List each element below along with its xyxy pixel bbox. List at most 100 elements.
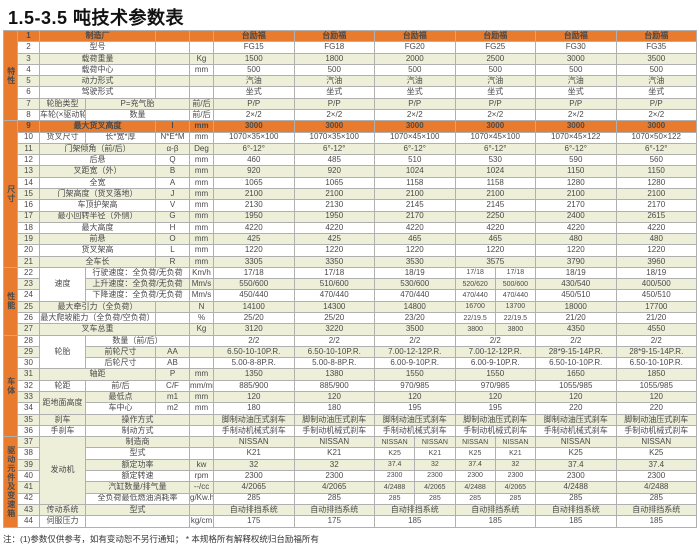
row-number: 3 xyxy=(17,52,40,65)
row-number: 19 xyxy=(17,233,40,246)
split-cell-left: NISSAN xyxy=(381,438,408,446)
unit-cell xyxy=(189,447,214,460)
row-number: 40 xyxy=(17,469,40,483)
data-cell: 2145 xyxy=(374,199,456,212)
split-cell: 3800 3800 xyxy=(456,324,535,335)
unit-cell: mm/mm xyxy=(189,379,214,393)
data-cell: 21/20 xyxy=(535,312,617,325)
row-label: 轮胎类型 xyxy=(39,97,86,110)
data-cell: 470/440 xyxy=(293,289,375,302)
data-cell: FG35 xyxy=(615,41,697,54)
data-cell: 425 xyxy=(213,233,295,246)
data-cell: 500 xyxy=(213,63,295,77)
group-label: 性能 xyxy=(3,266,18,336)
split-cell: 16700 13700 xyxy=(456,302,535,312)
symbol-cell: H xyxy=(155,221,190,235)
table-row: 38 型式 K21 K21 K25 K21 K25 K21 K25 K25 xyxy=(4,447,697,460)
spec-table: 特性 1 制造厂 台励福 台励福 台励福 台励福 台励福 台励福 2 型号 FG15 FG18 FG20 F… xyxy=(3,29,697,528)
row-number: 32 xyxy=(17,379,40,393)
table-row: 5 动力形式 汽油 汽油 汽油 汽油 汽油 汽油 xyxy=(4,75,697,88)
unit-cell: Deg xyxy=(189,142,214,156)
split-cell: 4/2488 4/2065 xyxy=(375,482,454,493)
data-cell: 1350 xyxy=(213,368,295,381)
data-cell: 3500 xyxy=(615,52,697,65)
data-cell: 2×/2 xyxy=(615,108,697,122)
data-cell: 1070×50×122 xyxy=(615,131,697,144)
spec-table-body: 特性 1 制造厂 台励福 台励福 台励福 台励福 台励福 台励福 2 型号 FG15 FG18 FG20 F… xyxy=(3,29,697,528)
split-cell-right: 285 xyxy=(414,494,454,504)
row-number: 24 xyxy=(17,289,40,302)
data-cell: 3960 xyxy=(615,255,697,268)
data-cell: 6°-12° xyxy=(213,142,295,156)
symbol-cell xyxy=(155,29,190,43)
data-cell: 285 xyxy=(213,492,295,505)
table-row: 43 传动系统 型式 自动排挡系统 自动排挡系统 自动排挡系统 自动排挡系统 自动排挡系统 自动… xyxy=(4,503,697,517)
data-cell: 14100 xyxy=(213,300,295,314)
unit-cell: mm xyxy=(189,199,214,212)
split-cell-left: 37.4 xyxy=(468,461,482,469)
data-cell: 37.4 xyxy=(615,458,697,471)
data-cell: 120 xyxy=(213,390,295,404)
data-cell: 25/20 xyxy=(293,312,375,325)
data-cell: 2×/2 xyxy=(374,108,456,122)
row-sublabel: 数量 xyxy=(85,108,190,122)
data-cell: 1280 xyxy=(535,176,617,189)
row-label: 叉车总重 xyxy=(39,323,156,336)
row-label: 后悬 xyxy=(39,154,156,167)
row-number: 20 xyxy=(17,244,40,257)
data-cell: 1024 xyxy=(374,165,456,178)
data-cell: 2100 xyxy=(374,187,456,201)
data-cell: 6.50-10-10P.R. xyxy=(535,357,617,370)
split-cell: NISSAN NISSAN xyxy=(456,437,535,447)
table-row: 尺寸 9 最大货叉高度 l mm 3000 3000 3000 3000 3000 3000 xyxy=(3,120,697,268)
symbol-cell: m1 xyxy=(155,390,190,404)
row-label: 全车长 xyxy=(39,255,156,268)
data-cell: 台励福 xyxy=(293,29,375,43)
group-label: 驱动元件及变速箱 xyxy=(3,436,18,528)
data-cell: 1065 xyxy=(213,176,295,189)
data-cell: K21 xyxy=(293,447,375,460)
table-row: 40 额定转速 rpm 2300 2300 2300 2300 2300 2300 2300 230… xyxy=(4,469,697,483)
split-cell-left: NISSAN xyxy=(462,438,489,446)
data-cell: 2/2 xyxy=(213,334,295,347)
data-cell: 3500 xyxy=(374,323,456,336)
unit-cell xyxy=(189,345,214,359)
row-label: 叉距宽（外） xyxy=(39,165,156,178)
data-cell: 1850 xyxy=(615,368,697,381)
unit-cell: mm xyxy=(189,233,214,246)
data-cell: P/P xyxy=(293,97,375,110)
data-cell: 480 xyxy=(535,233,617,246)
data-cell: 400/500 xyxy=(615,278,697,291)
row-number: 28 xyxy=(17,334,40,347)
unit-cell xyxy=(189,75,214,88)
data-cell: 6.00-9-10P.R. xyxy=(374,357,456,370)
data-cell: 2300 xyxy=(213,469,295,483)
data-cell: 25/20 xyxy=(213,312,295,325)
row-sublabel: 汽缸数量/排气量 xyxy=(85,481,190,494)
data-cell: 32 xyxy=(293,458,375,471)
unit-cell: mm xyxy=(189,176,214,189)
data-cell: 500 xyxy=(454,63,536,77)
split-cell-left: 16700 xyxy=(465,303,485,311)
data-cell: 手制动机械式刹车 xyxy=(454,424,536,438)
data-cell: 3000 xyxy=(535,52,617,65)
row-number: 9 xyxy=(17,120,40,133)
unit-cell: Mm/s xyxy=(189,289,214,302)
data-cell: 2×/2 xyxy=(535,108,617,122)
data-cell: 4/2488 4/2065 xyxy=(374,481,456,494)
data-cell: 手制动机械式刹车 xyxy=(213,424,295,438)
data-cell: 1070×35×100 xyxy=(213,131,295,144)
data-cell: 2500 xyxy=(454,52,536,65)
split-cell-right: K21 xyxy=(414,448,454,459)
data-cell: 285 xyxy=(535,492,617,505)
data-cell: 22/19.5 22/19.5 xyxy=(454,312,536,325)
data-cell: 17/18 xyxy=(293,266,375,280)
data-cell: 285 xyxy=(293,492,375,505)
unit-cell: 前/后 xyxy=(189,108,214,122)
data-cell: 6°-12° xyxy=(615,142,697,156)
data-cell: 185 xyxy=(454,515,536,528)
